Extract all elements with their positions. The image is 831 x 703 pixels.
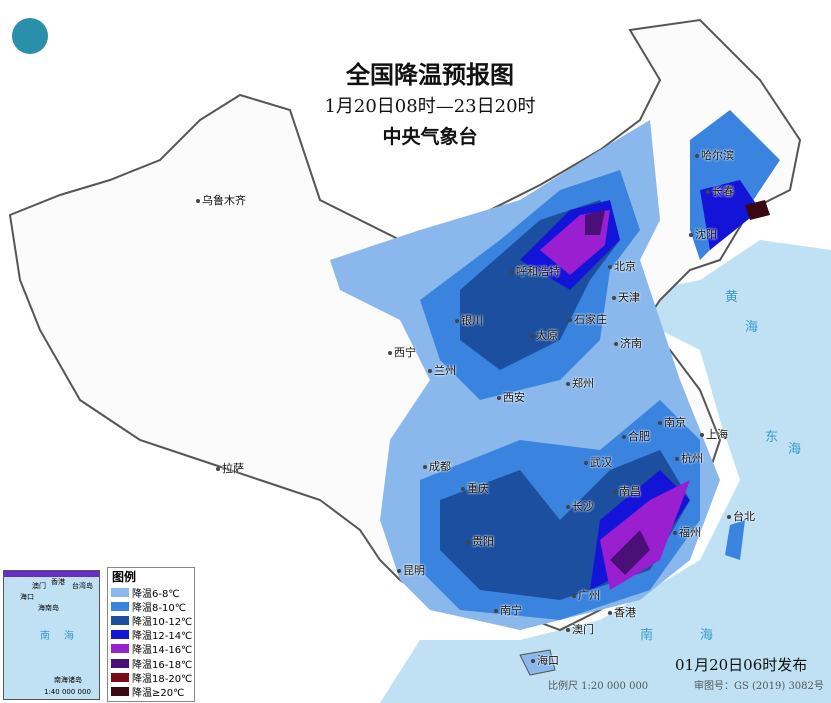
- legend-swatch: [111, 672, 129, 682]
- cma-logo: [12, 18, 48, 54]
- legend-swatch: [111, 587, 129, 597]
- legend-swatch: [111, 644, 129, 654]
- city-label: 合肥: [622, 430, 650, 443]
- inset-label: 南: [40, 631, 50, 642]
- city-label: 乌鲁木齐: [196, 194, 246, 207]
- inset-label: 海口: [20, 593, 34, 601]
- map-scale: 比例尺 1:20 000 000: [548, 681, 649, 692]
- legend-swatch: [111, 686, 129, 696]
- legend-item: 降温16-18℃: [111, 656, 194, 671]
- legend-item: 降温6-8℃: [111, 585, 194, 600]
- city-label: 西宁: [388, 346, 416, 359]
- map-title: 全国降温预报图: [346, 61, 514, 89]
- city-label: 兰州: [428, 364, 456, 377]
- city-label: 银川: [455, 314, 483, 327]
- south-china-sea-inset: 澳门 香港 台湾岛 海口 海南岛 南 海 南海诸岛 1:40 000 000: [3, 570, 100, 700]
- city-label: 西安: [497, 391, 525, 404]
- legend-item: 降温12-14℃: [111, 628, 194, 642]
- forecast-period: 1月20日08时—23日20时: [324, 96, 536, 117]
- area-16-18: [585, 210, 650, 575]
- city-label: 拉萨: [216, 462, 244, 475]
- legend-label: 降温≥20℃: [132, 687, 185, 699]
- legend-item: 降温10-12℃: [111, 613, 194, 628]
- legend-label: 降温16-18℃: [132, 659, 193, 671]
- city-label: 郑州: [566, 377, 594, 390]
- sea-label: 海: [788, 442, 802, 457]
- city-label: 长春: [706, 185, 734, 198]
- sea-label: 海: [745, 320, 759, 335]
- city-label: 南宁: [494, 604, 522, 617]
- city-label: 广州: [572, 589, 600, 602]
- city-label: 海口: [531, 654, 559, 667]
- inset-scale: 1:40 000 000: [44, 688, 91, 696]
- city-label: 香港: [608, 606, 636, 619]
- city-label: 福州: [673, 526, 701, 539]
- taiwan: [725, 520, 745, 560]
- city-label: 南京: [658, 416, 686, 429]
- city-label: 武汉: [584, 456, 612, 469]
- inset-label: 海: [64, 631, 74, 642]
- inset-label: 台湾岛: [72, 582, 93, 590]
- legend-label: 降温18-20℃: [132, 673, 193, 685]
- city-label: 上海: [700, 428, 728, 441]
- cooling-areas: [330, 110, 780, 630]
- legend-swatch: [111, 658, 129, 668]
- city-label: 南昌: [613, 485, 641, 498]
- legend: 图例 降温6-8℃ 降温8-10℃ 降温10-12℃ 降温12-14℃ 降温14-16℃…: [107, 567, 195, 702]
- inset-label: 海南岛: [38, 604, 59, 612]
- area-ge20: [745, 200, 770, 220]
- legend-label: 降温10-12℃: [132, 616, 193, 628]
- city-label: 石家庄: [568, 313, 607, 326]
- sea: [380, 240, 831, 703]
- legend-item: 降温14-16℃: [111, 642, 194, 656]
- city-label: 澳门: [566, 623, 594, 636]
- city-label: 昆明: [397, 564, 425, 577]
- issue-time: 01月20日06时发布: [675, 656, 808, 674]
- inset-cooling-area: [4, 571, 99, 577]
- legend-label: 降温14-16℃: [132, 645, 193, 657]
- city-label: 沈阳: [689, 228, 717, 241]
- legend-title: 图例: [112, 570, 137, 584]
- legend-swatch: [111, 615, 129, 625]
- agency-name: 中央气象台: [382, 126, 478, 148]
- city-label: 太原: [530, 329, 558, 342]
- map-review-number: 审图号：GS (2019) 3082号: [694, 681, 824, 692]
- legend-label: 降温12-14℃: [132, 631, 193, 643]
- city-label: 北京: [608, 260, 636, 273]
- inset-label: 香港: [51, 578, 65, 586]
- city-label: 台北: [727, 510, 755, 523]
- city-label: 贵阳: [466, 535, 494, 548]
- city-label: 济南: [614, 337, 642, 350]
- city-label: 呼和浩特: [510, 265, 560, 278]
- legend-label: 降温8-10℃: [132, 602, 186, 614]
- legend-swatch: [111, 601, 129, 611]
- legend-label: 降温6-8℃: [132, 588, 180, 600]
- city-label: 天津: [612, 291, 640, 304]
- legend-item: 降温18-20℃: [111, 670, 194, 685]
- inset-label: 南海诸岛: [54, 676, 82, 684]
- city-label: 哈尔滨: [695, 149, 734, 162]
- sea-label: 黄: [725, 290, 739, 305]
- area-14-16: [540, 210, 690, 590]
- legend-item: 降温≥20℃: [111, 684, 194, 699]
- inset-label: 澳门: [32, 582, 46, 590]
- legend-item: 降温8-10℃: [111, 599, 194, 614]
- city-label: 成都: [423, 460, 451, 473]
- sea-label: 海: [700, 628, 714, 643]
- city-label: 长沙: [566, 500, 594, 513]
- sea-label: 东: [765, 430, 779, 445]
- legend-swatch: [111, 630, 129, 640]
- city-label: 重庆: [461, 482, 489, 495]
- city-label: 杭州: [675, 452, 703, 465]
- sea-label: 南: [640, 628, 654, 643]
